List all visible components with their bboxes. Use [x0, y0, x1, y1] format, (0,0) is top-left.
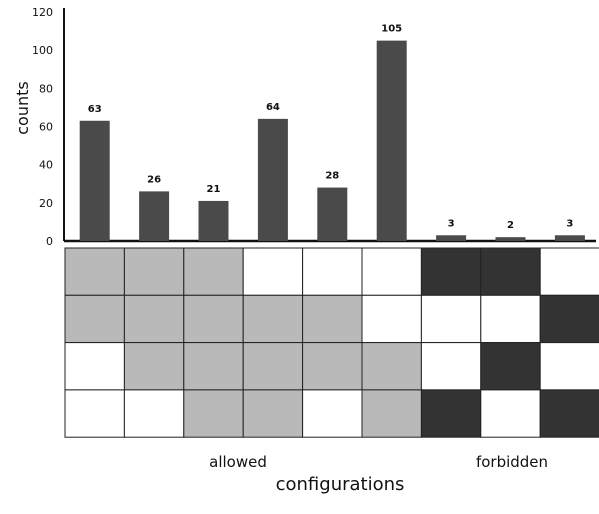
x-axis-label: configurations	[276, 474, 405, 495]
y-tick-label: 80	[39, 82, 53, 95]
y-tick-label: 120	[32, 6, 53, 19]
matrix-cell-empty	[480, 294, 541, 344]
matrix-cell-allowed	[302, 294, 363, 344]
matrix-cell-allowed	[302, 342, 363, 391]
bar	[198, 200, 229, 241]
matrix-cell-allowed	[123, 247, 185, 296]
bar-value-label: 2	[507, 220, 514, 231]
y-axis: 0 20 40 60 80 100 120	[32, 6, 596, 248]
bar	[495, 237, 526, 241]
matrix-cell-allowed	[242, 294, 304, 344]
matrix-cell-forbidden	[480, 247, 541, 296]
y-axis-label: counts	[13, 81, 32, 134]
matrix-cell-empty	[302, 247, 363, 296]
matrix-cell-allowed	[183, 389, 244, 438]
y-tick-label: 100	[32, 44, 53, 57]
bar-value-label: 3	[448, 218, 455, 229]
matrix-cell-allowed	[183, 294, 244, 344]
matrix-cell-allowed	[123, 294, 185, 344]
matrix-cell-empty	[123, 389, 185, 438]
matrix-cell-allowed	[361, 389, 422, 438]
bar-value-label: 63	[88, 104, 102, 115]
y-tick-label: 60	[39, 121, 53, 134]
matrix-cell-forbidden	[539, 294, 599, 344]
matrix-cell-allowed	[183, 247, 244, 296]
matrix-cell-empty	[361, 294, 422, 344]
bar-value-label: 105	[381, 24, 402, 35]
matrix-cell-allowed	[361, 342, 422, 391]
configuration-matrix	[64, 247, 599, 438]
bar	[317, 187, 348, 241]
matrix-cell-allowed	[242, 389, 304, 438]
matrix-cell-empty	[64, 389, 125, 438]
bar	[376, 40, 407, 241]
matrix-cell-empty	[64, 342, 125, 391]
bar-value-label: 64	[266, 102, 280, 113]
group-label-allowed: allowed	[209, 453, 267, 471]
matrix-cell-allowed	[183, 342, 244, 391]
y-tick-label: 40	[39, 159, 53, 172]
bar-value-label: 3	[566, 218, 573, 229]
bar	[79, 120, 110, 241]
matrix-cell-empty	[242, 247, 304, 296]
matrix-cell-forbidden	[420, 389, 482, 438]
bar	[139, 191, 170, 241]
bar	[436, 235, 467, 241]
matrix-cell-forbidden	[420, 247, 482, 296]
y-tick-label: 0	[46, 235, 53, 248]
matrix-cell-allowed	[123, 342, 185, 391]
matrix-cell-empty	[302, 389, 363, 438]
matrix-cell-allowed	[64, 294, 125, 344]
matrix-cell-empty	[420, 342, 482, 391]
matrix-cell-empty	[420, 294, 482, 344]
bar-value-label: 28	[325, 171, 339, 182]
group-label-forbidden: forbidden	[476, 453, 548, 471]
y-tick-label: 20	[39, 197, 53, 210]
matrix-cell-empty	[539, 342, 599, 391]
matrix-cell-allowed	[64, 247, 125, 296]
matrix-cell-forbidden	[539, 389, 599, 438]
bar-value-label: 26	[147, 174, 161, 185]
bar	[554, 235, 585, 241]
matrix-cell-empty	[480, 389, 541, 438]
bars: 63 26 21 64 28 105 3 2 3	[79, 24, 585, 241]
matrix-cell-empty	[539, 247, 599, 296]
matrix-cell-forbidden	[480, 342, 541, 391]
bar-value-label: 21	[207, 184, 221, 195]
bar	[257, 118, 288, 241]
matrix-cell-allowed	[242, 342, 304, 391]
matrix-cell-empty	[361, 247, 422, 296]
